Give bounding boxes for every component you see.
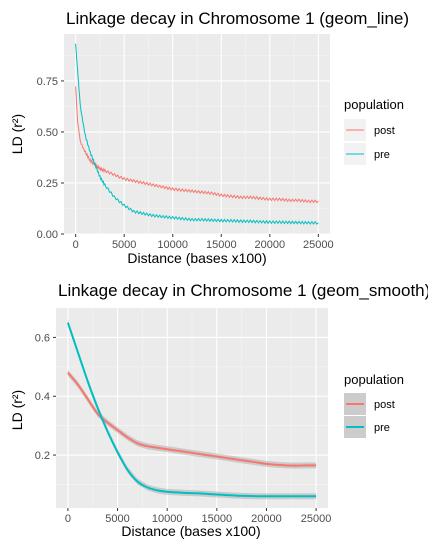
chart-1-x-tick-label: 10000 [157, 239, 188, 251]
chart-1-x-axis-title: Distance (bases x100) [127, 250, 266, 266]
chart-1: Linkage decay in Chromosome 1 (geom_line… [9, 9, 409, 266]
chart-1-legend-title: population [344, 97, 404, 112]
chart-2-series-post [67, 372, 317, 467]
chart-2-y-axis-title: LD (r²) [9, 390, 25, 430]
chart-1-gridlines [64, 34, 330, 235]
chart-2-y-tick-label: 0.4 [35, 391, 50, 403]
chart-1-x-tick-label: 25000 [303, 239, 334, 251]
chart-1-legend-label-post: post [374, 125, 395, 137]
chart-1-ticks: 0 5000 10000 15000 20000 25000 0.00 0.25 0.50 0.7… [37, 76, 334, 251]
chart-1-x-tick-label: 15000 [206, 239, 237, 251]
chart-2-y-tick-label: 0.2 [35, 450, 50, 462]
chart-2-y-tick-label: 0.6 [35, 332, 50, 344]
chart-2-series [66, 319, 317, 500]
chart-1-x-tick-label: 5000 [112, 239, 136, 251]
chart-2-x-tick-label: 15000 [202, 513, 233, 525]
chart-1-y-tick-label: 0.00 [37, 229, 58, 241]
chart-2-gridlines [56, 307, 328, 508]
chart-2-title: Linkage decay in Chromosome 1 (geom_smoo… [58, 281, 428, 300]
chart-2-x-tick-label: 0 [65, 513, 71, 525]
chart-2-x-tick-label: 25000 [301, 513, 332, 525]
chart-1-series-post [75, 86, 319, 204]
chart-2-x-tick-label: 10000 [152, 513, 183, 525]
chart-2-x-tick-label: 20000 [251, 513, 282, 525]
chart-1-x-tick-label: 0 [73, 239, 79, 251]
chart-1-legend: population post pre [344, 97, 404, 165]
chart-1-x-tick-label: 20000 [255, 239, 286, 251]
chart-1-title: Linkage decay in Chromosome 1 (geom_line… [66, 9, 409, 28]
chart-2-legend-label-pre: pre [374, 422, 390, 434]
chart-2-legend: population post pre [344, 372, 404, 438]
chart-2-series-pre [66, 322, 317, 498]
chart-1-legend-label-pre: pre [374, 149, 390, 161]
chart-1-y-tick-label: 0.75 [37, 76, 58, 88]
chart-2-legend-title: population [344, 372, 404, 387]
chart-1-y-axis-title: LD (r²) [9, 114, 25, 154]
chart-1-series [75, 43, 319, 225]
chart-1-y-tick-label: 0.25 [37, 178, 58, 190]
chart-1-series-pre [75, 43, 319, 225]
chart-2-x-axis-title: Distance (bases x100) [121, 523, 260, 539]
chart-2-x-tick-label: 5000 [105, 513, 129, 525]
chart-1-y-tick-label: 0.50 [37, 127, 58, 139]
chart-2-ticks: 0 5000 10000 15000 20000 25000 0.2 0.4 0.6 [35, 332, 332, 525]
chart-2-legend-label-post: post [374, 399, 395, 411]
chart-2: Linkage decay in Chromosome 1 (geom_smoo… [9, 281, 428, 539]
